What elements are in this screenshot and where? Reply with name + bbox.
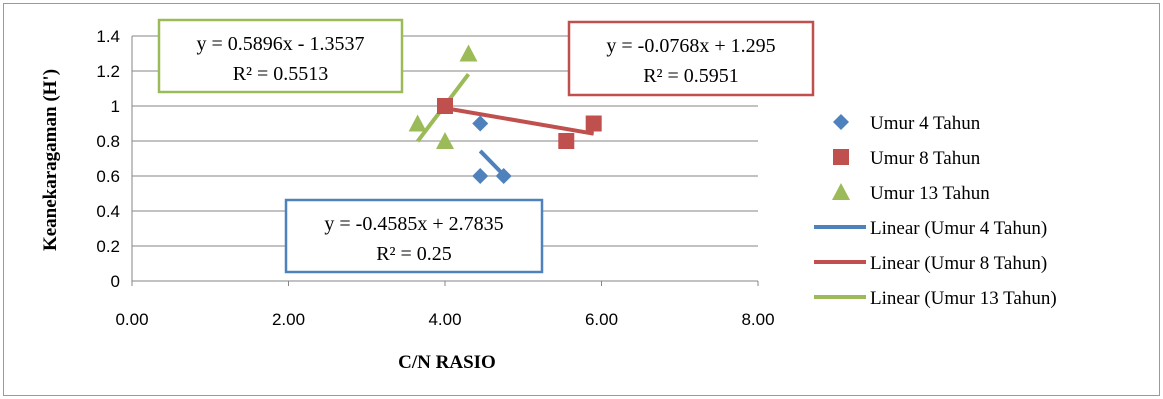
- data-point: [472, 168, 489, 184]
- data-point: [408, 114, 427, 132]
- equation-box: [157, 18, 404, 94]
- legend-symbol: [833, 149, 849, 165]
- y-tick-label: 0.4: [96, 202, 120, 221]
- data-point: [437, 98, 453, 114]
- y-tick-label: 1.2: [96, 62, 120, 81]
- x-tick-label: 8.00: [741, 310, 774, 329]
- data-point: [558, 133, 575, 149]
- y-tick-label: 0: [111, 272, 120, 291]
- x-tick-label: 0.00: [115, 310, 148, 329]
- trendline-r2: R² = 0.25: [376, 243, 452, 265]
- trendline-equation: y = -0.4585x + 2.7835: [324, 213, 503, 235]
- y-tick-label: 1: [111, 97, 120, 116]
- data-point: [495, 168, 512, 184]
- x-axis-title: C/N RASIO: [398, 352, 496, 373]
- data-point: [585, 115, 602, 132]
- legend-label: Linear (Umur 8 Tahun): [870, 253, 1047, 274]
- equation-box: [567, 20, 815, 97]
- legend-label: Umur 13 Tahun: [870, 183, 990, 204]
- legend-label: Linear (Umur 13 Tahun): [870, 288, 1057, 309]
- y-tick-labels: 0 0.2 0.4 0.6 0.8 1 1.2 1.4: [96, 27, 120, 291]
- trendline: [478, 149, 506, 177]
- legend-symbol: [832, 183, 850, 200]
- y-tick-label: 0.8: [96, 132, 120, 151]
- legend-label: Umur 4 Tahun: [870, 113, 981, 134]
- x-tick-labels: 0.00 2.00 4.00 6.00 8.00: [115, 281, 775, 329]
- legend: Umur 4 Tahun Umur 8 Tahun Umur 13 Tahun Lin…: [814, 113, 1057, 309]
- trendline-equation: y = 0.5896x - 1.3537: [197, 33, 365, 55]
- trendline-r2: R² = 0.5951: [643, 65, 739, 87]
- data-point: [472, 115, 489, 132]
- x-tick-label: 4.00: [428, 310, 461, 329]
- legend-label: Linear (Umur 4 Tahun): [870, 218, 1047, 239]
- y-tick-label: 0.6: [96, 167, 120, 186]
- data-points: [408, 44, 602, 184]
- trendline-equations: y = 0.5896x - 1.3537 R² = 0.5513 y = -0.07…: [157, 18, 815, 274]
- y-tick-label: 1.4: [96, 27, 120, 46]
- data-point: [436, 132, 454, 149]
- trendline-equation: y = -0.0768x + 1.295: [606, 35, 775, 57]
- x-tick-label: 2.00: [272, 310, 305, 329]
- y-axis-title: Keanekaragaman (H'): [40, 69, 61, 251]
- trendline: [444, 106, 595, 136]
- equation-box: [284, 198, 544, 274]
- trendlines: [416, 73, 595, 177]
- trendline-r2: R² = 0.5513: [233, 63, 329, 85]
- data-point: [459, 44, 478, 62]
- legend-symbol: [833, 114, 849, 130]
- y-tick-label: 0.2: [96, 237, 120, 256]
- x-tick-label: 6.00: [585, 310, 618, 329]
- legend-label: Umur 8 Tahun: [870, 148, 981, 169]
